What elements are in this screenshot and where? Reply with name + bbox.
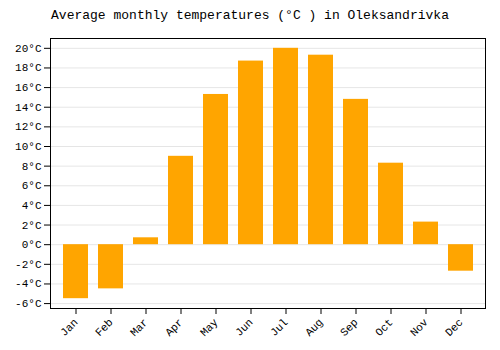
svg-text:14°C: 14°C [15, 102, 42, 114]
svg-text:May: May [198, 316, 221, 339]
svg-text:20°C: 20°C [15, 43, 42, 55]
svg-text:6°C: 6°C [22, 180, 42, 192]
svg-text:Oct: Oct [373, 316, 395, 338]
svg-text:-6°C: -6°C [15, 298, 42, 310]
svg-text:16°C: 16°C [15, 82, 42, 94]
svg-text:Apr: Apr [163, 316, 185, 338]
svg-text:Jun: Jun [233, 316, 255, 338]
svg-text:10°C: 10°C [15, 141, 42, 153]
svg-text:Dec: Dec [443, 316, 465, 338]
svg-text:2°C: 2°C [22, 220, 42, 232]
svg-text:18°C: 18°C [15, 62, 42, 74]
svg-text:Sep: Sep [338, 316, 360, 338]
svg-text:Jan: Jan [58, 316, 80, 338]
svg-text:Feb: Feb [93, 316, 115, 338]
svg-text:Aug: Aug [303, 316, 325, 338]
html-text:Average monthly temperatures (: Average monthly temperatures (°C ) in Ol… [51, 8, 449, 23]
svg-text:-4°C: -4°C [15, 278, 42, 290]
svg-text:Mar: Mar [128, 316, 150, 338]
svg-text:4°C: 4°C [22, 200, 42, 212]
svg-text:0°C: 0°C [22, 239, 42, 251]
svg-text:Nov: Nov [408, 316, 431, 339]
svg-text:8°C: 8°C [22, 161, 42, 173]
svg-text:12°C: 12°C [15, 121, 42, 133]
svg-text:Jul: Jul [268, 316, 290, 338]
svg-text:-2°C: -2°C [15, 259, 42, 271]
